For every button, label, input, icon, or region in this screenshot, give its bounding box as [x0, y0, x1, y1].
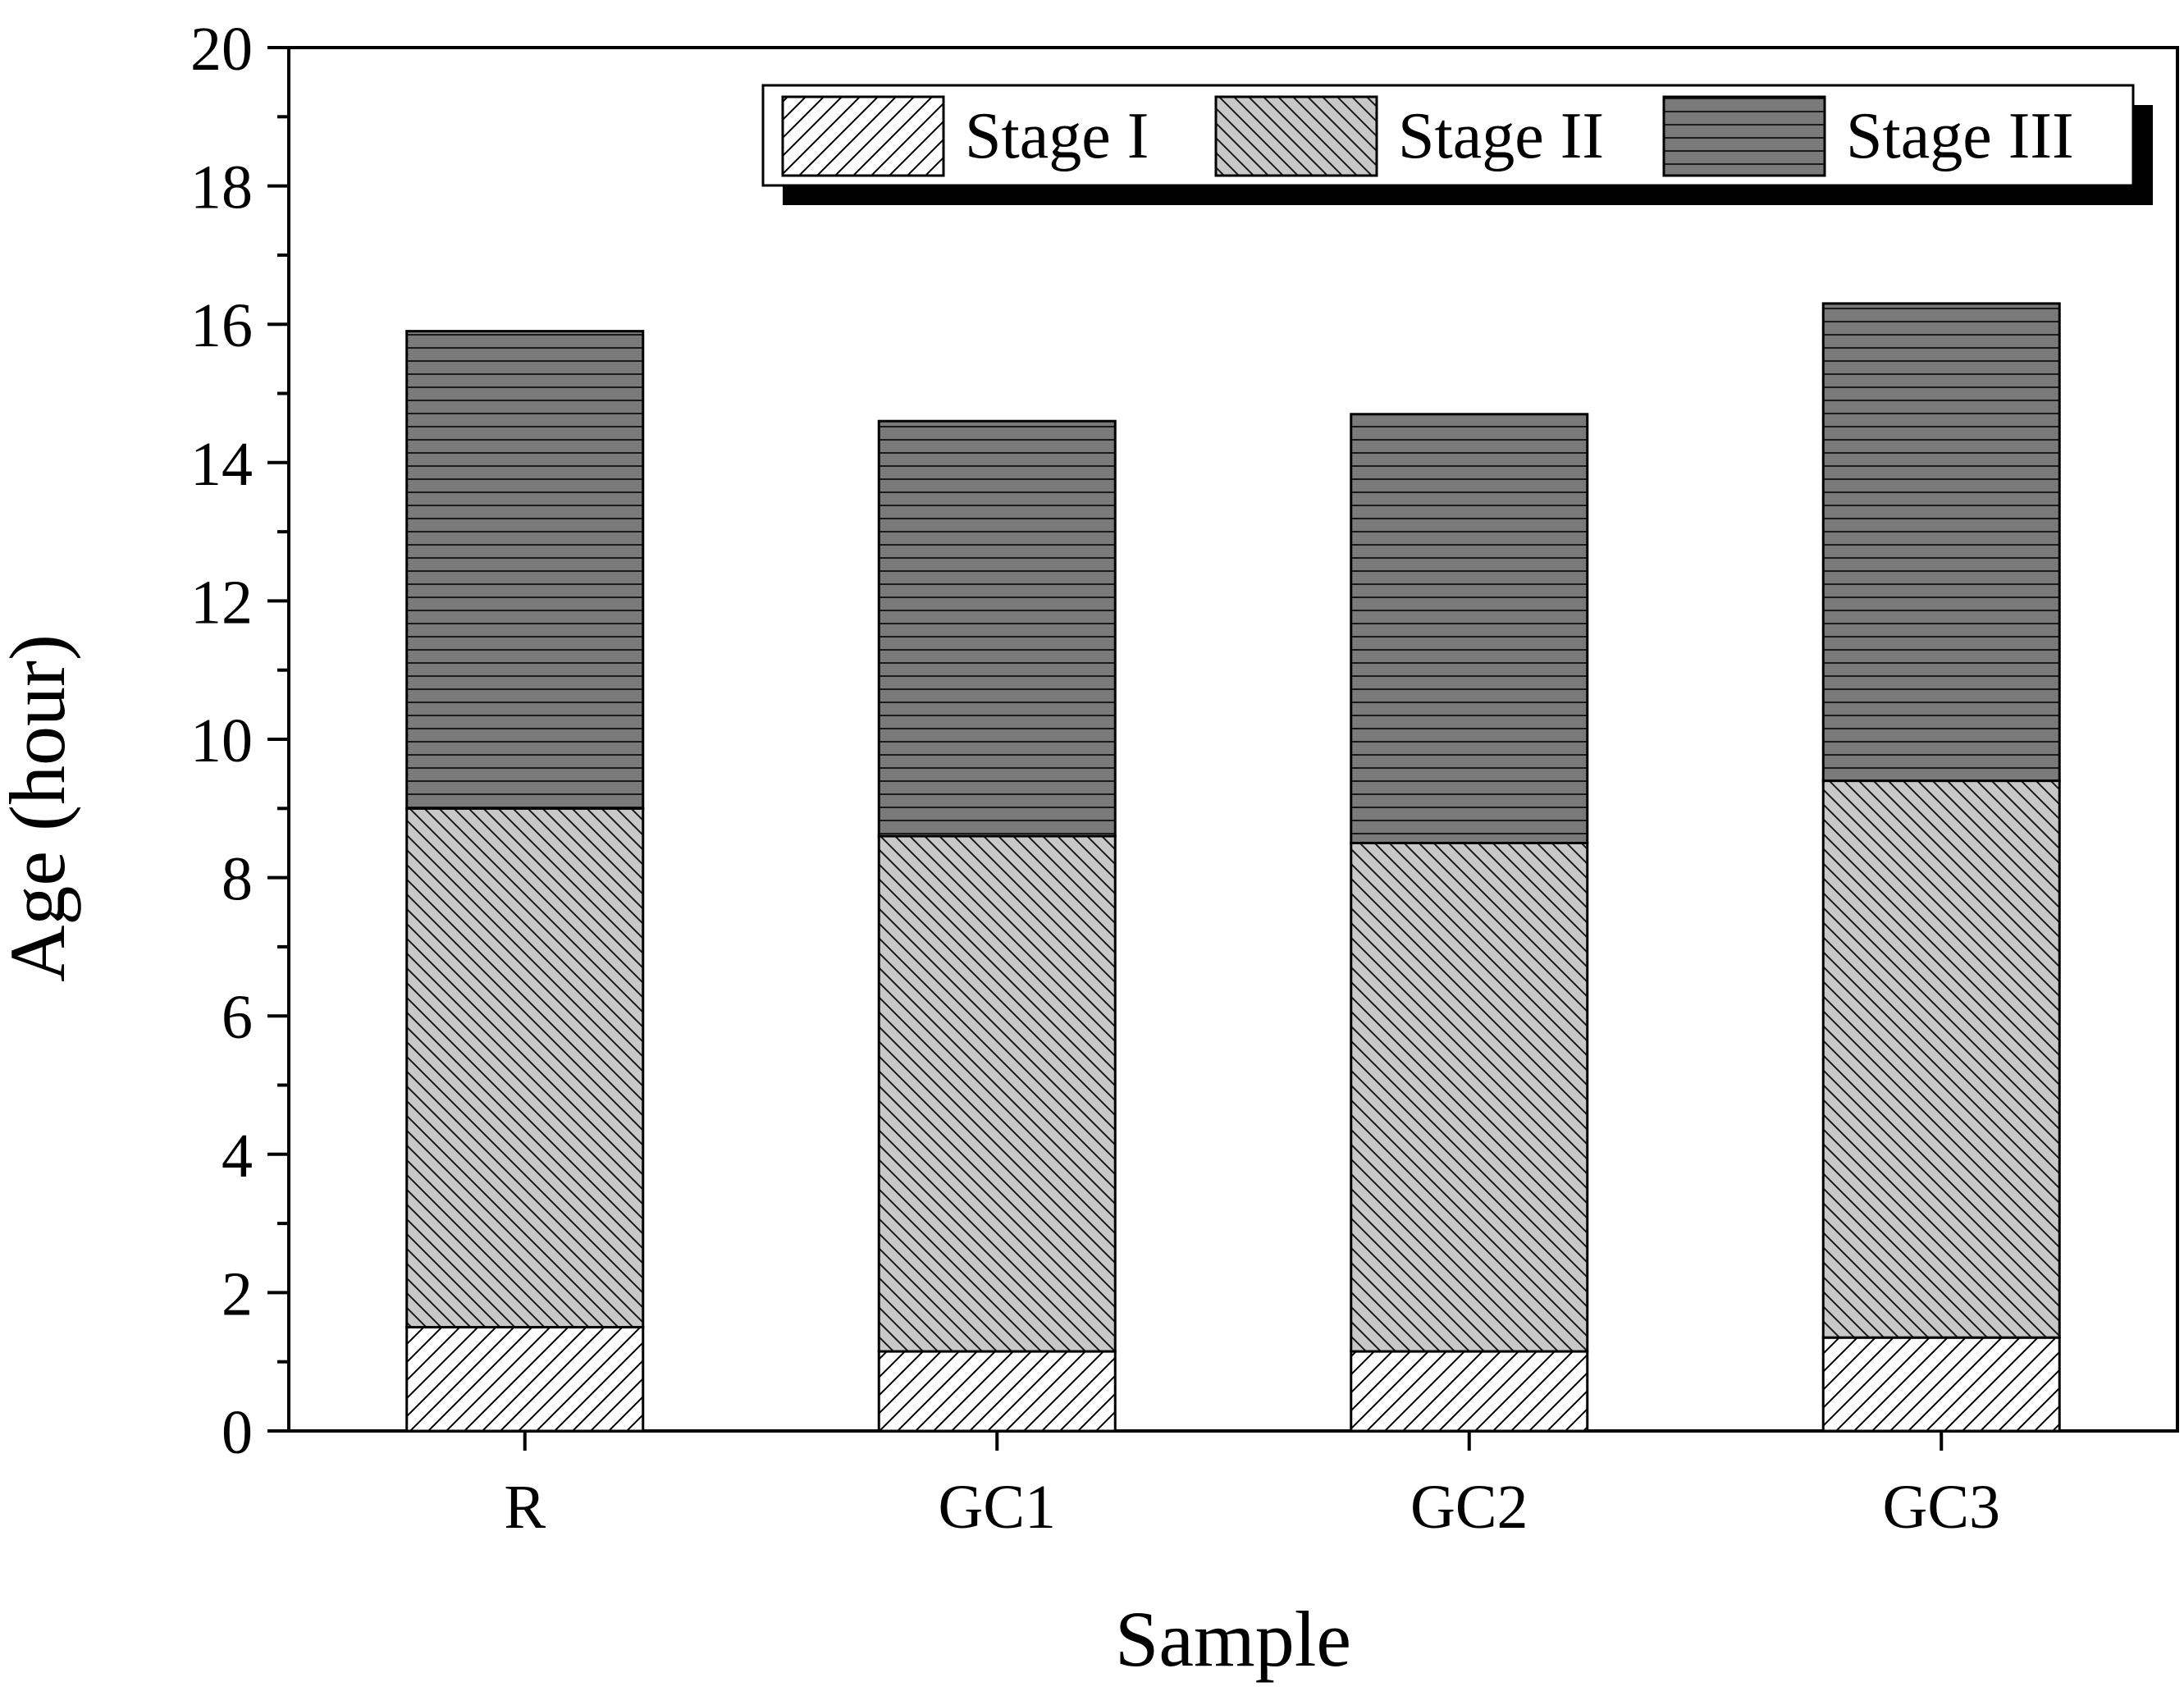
axes: 0 2 4 6 8 10 12 14 16 18 20 R GC1 GC2 GC3	[190, 15, 2179, 1542]
y-axis-title: Age (hour)	[0, 634, 81, 982]
bar-segment-r-stage-2	[405, 807, 645, 1329]
y-tick-label: 4	[222, 1122, 253, 1191]
legend-swatch-stage-2	[1214, 95, 1378, 177]
legend: Stage I Stage II Stage III	[761, 84, 2153, 205]
bar-segment-gc1-stage-1	[877, 1350, 1117, 1433]
legend-swatch-stage-3	[1662, 95, 1826, 177]
x-tick-label: GC3	[1882, 1473, 2000, 1542]
legend-box	[761, 84, 2135, 187]
y-tick-label: 16	[190, 291, 253, 360]
bar-segment-gc2-stage-1	[1350, 1350, 1589, 1433]
y-tick-label: 10	[190, 706, 253, 775]
y-tick-label: 12	[190, 568, 253, 637]
x-axis-title: Sample	[1115, 1595, 1351, 1683]
y-tick-label: 6	[222, 983, 253, 1052]
y-tick-label: 14	[190, 430, 253, 499]
bar-segment-r-stage-1	[405, 1326, 645, 1433]
y-tick-label: 18	[190, 153, 253, 222]
bar-segment-gc1-stage-2	[877, 834, 1117, 1353]
legend-label-stage-2: Stage II	[1398, 100, 1604, 172]
x-tick-label: GC1	[938, 1473, 1056, 1542]
bar-segment-gc1-stage-3	[877, 419, 1117, 838]
legend-swatch-stage-1	[781, 95, 945, 177]
legend-label-stage-3: Stage III	[1846, 100, 2074, 172]
legend-label-stage-1: Stage I	[965, 100, 1149, 172]
bar-segment-gc2-stage-2	[1350, 841, 1589, 1353]
y-tick-label: 20	[190, 15, 253, 84]
bar-segment-gc3-stage-1	[1821, 1336, 2061, 1433]
x-tick-label: GC2	[1410, 1473, 1528, 1542]
x-tick-label: R	[504, 1473, 546, 1542]
y-tick-label: 2	[222, 1259, 253, 1328]
bar-segment-gc3-stage-2	[1821, 779, 2061, 1339]
y-tick-label: 0	[222, 1398, 253, 1467]
y-tick-label: 8	[222, 845, 253, 914]
bar-segment-gc2-stage-3	[1350, 413, 1589, 844]
bars	[405, 302, 2061, 1433]
bar-segment-gc3-stage-3	[1821, 302, 2061, 783]
bar-segment-r-stage-3	[405, 330, 645, 810]
